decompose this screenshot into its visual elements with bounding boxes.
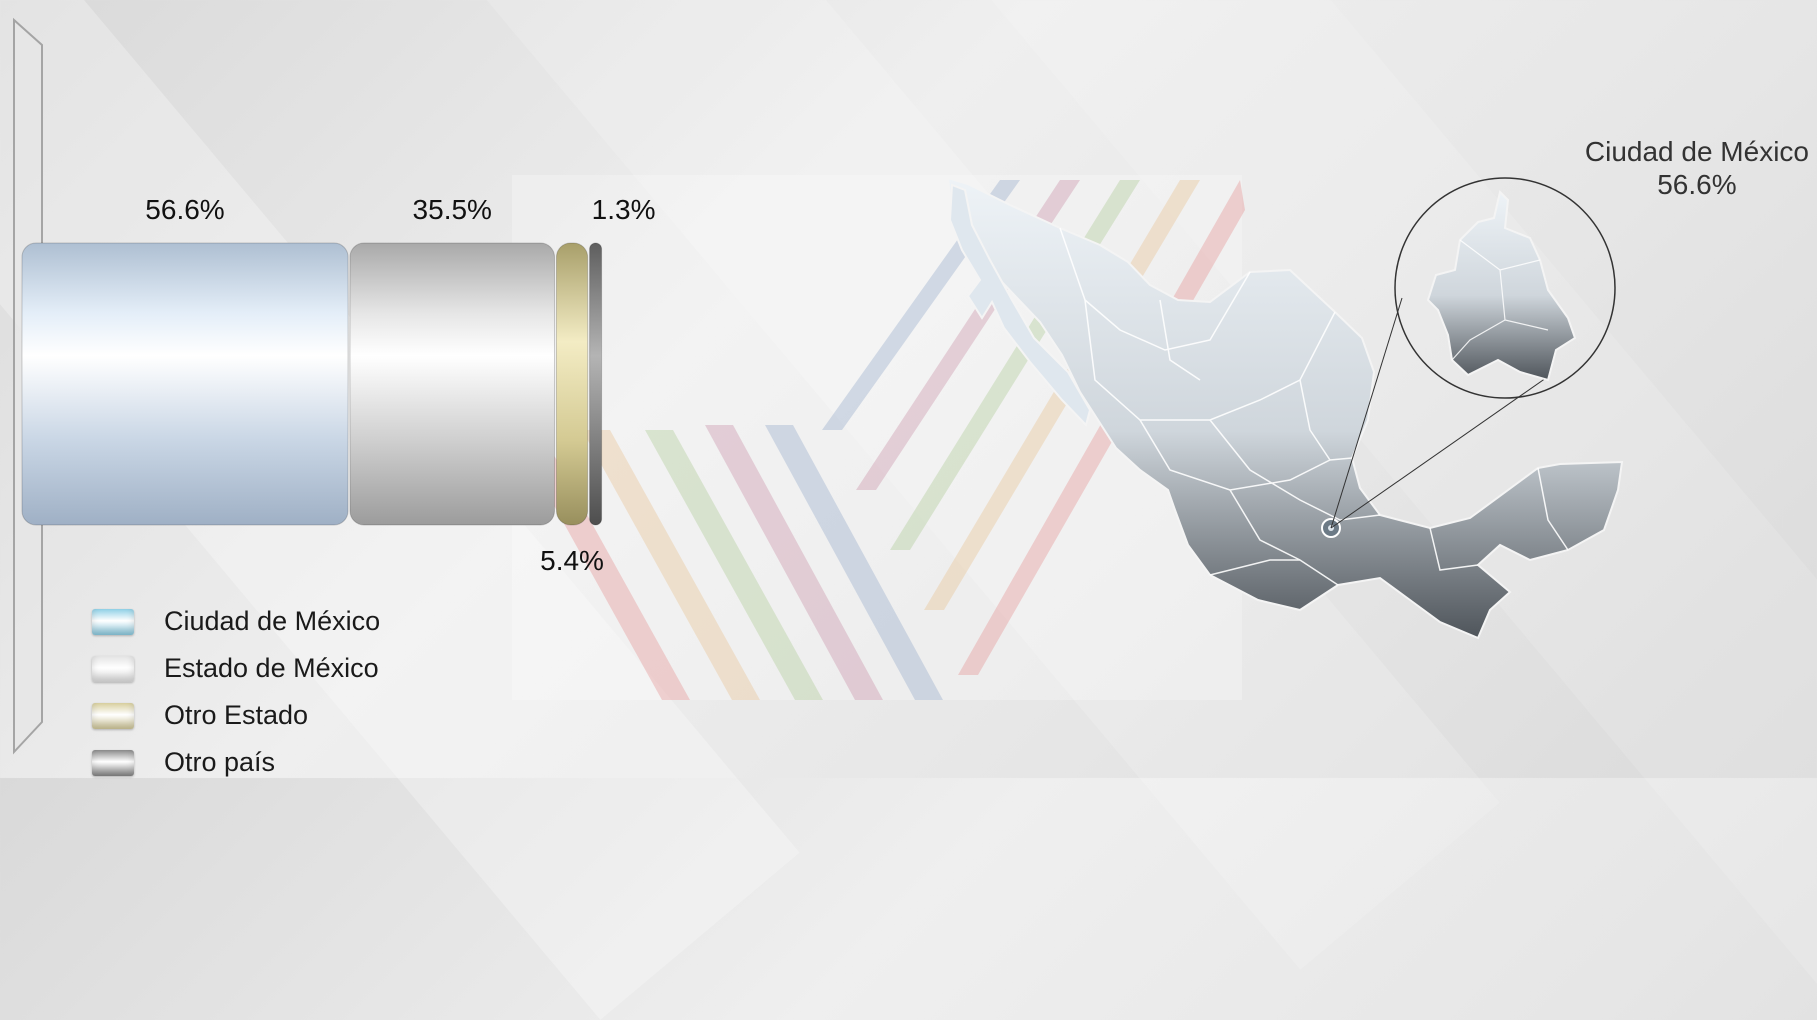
mexico-map xyxy=(946,176,1624,640)
legend: Ciudad de México Estado de México Otro E… xyxy=(92,598,380,786)
zoom-circle xyxy=(1394,177,1616,399)
bar-otro-estado xyxy=(555,242,589,526)
value-label: 35.5% xyxy=(412,194,492,225)
bar-otro-país xyxy=(589,242,603,526)
value-label: 1.3% xyxy=(591,194,656,225)
legend-swatch-edomex xyxy=(92,655,134,682)
callout-name: Ciudad de México xyxy=(1584,136,1809,167)
chart-bars xyxy=(21,242,603,526)
legend-label: Ciudad de México xyxy=(164,606,381,636)
legend-item: Otro Estado xyxy=(92,692,380,739)
map-callout: Ciudad de México 56.6% xyxy=(1585,135,1809,201)
legend-label: Otro Estado xyxy=(164,700,309,730)
legend-label: Otro país xyxy=(164,747,276,777)
legend-swatch-otro-pais xyxy=(92,749,134,776)
legend-item: Estado de México xyxy=(92,645,380,692)
value-label: 56.6% xyxy=(145,194,225,225)
legend-item: Ciudad de México xyxy=(92,598,380,645)
legend-swatch-cdmx xyxy=(92,608,134,635)
legend-label: Estado de México xyxy=(164,653,379,683)
bar-estado-de-méxico xyxy=(349,242,555,526)
value-label: 5.4% xyxy=(540,545,604,576)
stacked-cylinder-chart xyxy=(13,17,1624,755)
legend-swatch-otro-estado xyxy=(92,702,134,729)
legend-item: Otro país xyxy=(92,739,380,786)
bar-ciudad-de-méxico xyxy=(21,242,349,526)
callout-value: 56.6% xyxy=(1657,169,1737,200)
